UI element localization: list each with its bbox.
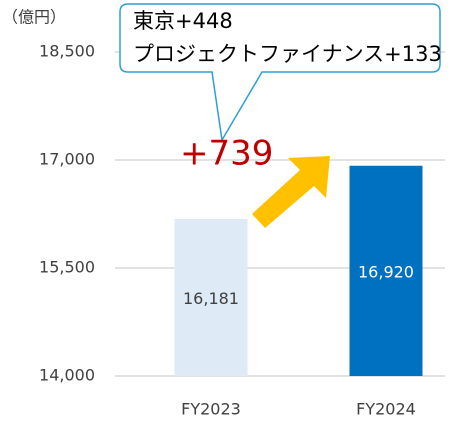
x-tick-label: FY2024 <box>356 400 416 419</box>
growth-arrow <box>252 156 330 228</box>
y-tick-label: 17,000 <box>39 150 95 169</box>
bar <box>349 165 423 376</box>
bar <box>174 218 248 376</box>
value-label: 16,920 <box>358 262 414 281</box>
y-tick-label: 18,500 <box>39 42 95 61</box>
unit-label: （億円） <box>2 8 66 27</box>
x-tick-label: FY2023 <box>181 400 241 419</box>
y-tick-label: 14,000 <box>39 366 95 385</box>
delta-label: +739 <box>180 134 273 174</box>
y-tick-label: 15,500 <box>39 258 95 277</box>
value-label: 16,181 <box>183 289 239 308</box>
callout-line: 東京+448 <box>133 9 233 33</box>
callout-line: プロジェクトファイナンス+133 <box>133 42 442 66</box>
callout-box <box>119 3 441 143</box>
